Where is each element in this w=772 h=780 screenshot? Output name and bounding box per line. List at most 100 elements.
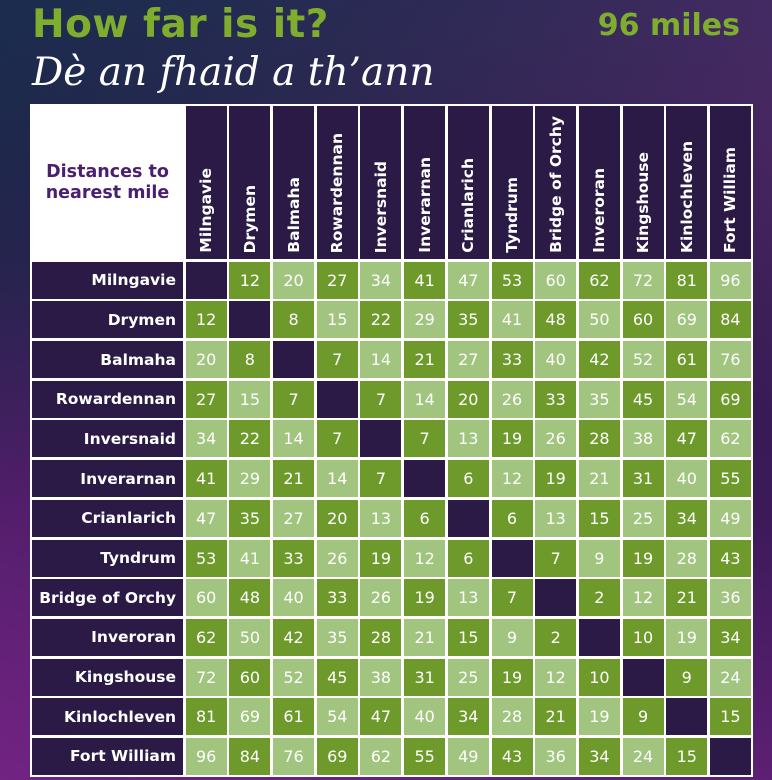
distance-cell: 15 — [578, 499, 620, 537]
distance-cell: 14 — [404, 380, 446, 418]
row-header: Kingshouse — [32, 658, 183, 696]
column-header: Tyndrum — [491, 106, 533, 259]
distance-cell: 96 — [709, 261, 751, 299]
column-header: Drymen — [229, 106, 271, 259]
distance-cell: 14 — [273, 420, 315, 458]
distance-cell: 19 — [491, 420, 533, 458]
distance-cell: 13 — [360, 499, 402, 537]
distance-cell: 41 — [491, 301, 533, 339]
column-header-label: Kinlochleven — [677, 140, 696, 253]
distance-cell: 61 — [666, 341, 708, 379]
diagonal-cell — [709, 737, 751, 775]
distance-cell: 41 — [404, 261, 446, 299]
column-header-label: Bridge of Orchy — [546, 116, 565, 253]
distance-cell: 20 — [316, 499, 358, 537]
distance-cell: 19 — [491, 658, 533, 696]
row-header: Milngavie — [32, 261, 183, 299]
distance-cell: 6 — [447, 539, 489, 577]
column-header: Milngavie — [185, 106, 227, 259]
distance-cell: 33 — [273, 539, 315, 577]
distance-cell: 19 — [404, 579, 446, 617]
distance-cell: 53 — [185, 539, 227, 577]
distance-cell: 40 — [535, 341, 577, 379]
distance-cell: 21 — [404, 341, 446, 379]
distance-cell: 54 — [316, 698, 358, 736]
distance-cell: 60 — [622, 301, 664, 339]
distance-cell: 12 — [622, 579, 664, 617]
distance-cell: 25 — [447, 658, 489, 696]
distance-cell: 49 — [709, 499, 751, 537]
distance-cell: 19 — [622, 539, 664, 577]
distance-cell: 42 — [273, 618, 315, 656]
distance-cell: 34 — [185, 420, 227, 458]
distance-cell: 9 — [622, 698, 664, 736]
distance-cell: 34 — [578, 737, 620, 775]
column-header: Inveroran — [578, 106, 620, 259]
distance-cell: 52 — [273, 658, 315, 696]
distance-cell: 13 — [447, 420, 489, 458]
column-header: Kinlochleven — [666, 106, 708, 259]
distance-cell: 6 — [491, 499, 533, 537]
distance-cell: 69 — [229, 698, 271, 736]
distance-cell: 40 — [273, 579, 315, 617]
distance-cell: 47 — [360, 698, 402, 736]
distance-table: Distances to nearest mile Milngavie Dryme… — [30, 104, 753, 777]
diagonal-cell — [404, 460, 446, 498]
column-header-label: Balmaha — [284, 177, 303, 253]
distance-cell: 29 — [404, 301, 446, 339]
diagonal-cell — [447, 499, 489, 537]
distance-cell: 41 — [185, 460, 227, 498]
distance-cell: 34 — [360, 261, 402, 299]
distance-cell: 13 — [535, 499, 577, 537]
column-header-label: Kingshouse — [634, 151, 653, 253]
distance-cell: 31 — [622, 460, 664, 498]
distance-cell: 2 — [578, 579, 620, 617]
distance-cell: 7 — [360, 460, 402, 498]
diagonal-cell — [535, 579, 577, 617]
diagonal-cell — [229, 301, 271, 339]
distance-cell: 45 — [622, 380, 664, 418]
distance-cell: 12 — [404, 539, 446, 577]
page-subtitle-gaelic: Dè an fhaid a th’ann — [32, 50, 435, 95]
distance-cell: 72 — [185, 658, 227, 696]
distance-cell: 20 — [273, 261, 315, 299]
distance-cell: 96 — [185, 737, 227, 775]
distance-cell: 38 — [622, 420, 664, 458]
distance-cell: 21 — [578, 460, 620, 498]
column-header: Inverarnan — [404, 106, 446, 259]
total-distance: 96 miles — [597, 8, 740, 43]
distance-cell: 15 — [709, 698, 751, 736]
distance-cell: 31 — [404, 658, 446, 696]
distance-cell: 69 — [666, 301, 708, 339]
row-header: Inverarnan — [32, 460, 183, 498]
row-header: Rowardennan — [32, 380, 183, 418]
distance-cell: 14 — [360, 341, 402, 379]
distance-cell: 48 — [229, 579, 271, 617]
row-header: Fort William — [32, 737, 183, 775]
distance-cell: 60 — [535, 261, 577, 299]
row-header: Inveroran — [32, 618, 183, 656]
distance-cell: 62 — [185, 618, 227, 656]
distance-cell: 12 — [535, 658, 577, 696]
diagonal-cell — [185, 261, 227, 299]
distance-cell: 15 — [666, 737, 708, 775]
diagonal-cell — [491, 539, 533, 577]
distance-cell: 7 — [316, 420, 358, 458]
diagonal-cell — [622, 658, 664, 696]
distance-cell: 61 — [273, 698, 315, 736]
distance-cell: 8 — [229, 341, 271, 379]
column-header: Rowardennan — [316, 106, 358, 259]
distance-cell: 35 — [229, 499, 271, 537]
distance-cell: 33 — [535, 380, 577, 418]
distance-cell: 20 — [447, 380, 489, 418]
distance-cell: 55 — [709, 460, 751, 498]
distance-cell: 15 — [447, 618, 489, 656]
distance-cell: 9 — [666, 658, 708, 696]
distance-cell: 60 — [229, 658, 271, 696]
column-header-label: Inverarnan — [415, 157, 434, 253]
distance-cell: 28 — [578, 420, 620, 458]
distance-cell: 76 — [273, 737, 315, 775]
distance-cell: 26 — [316, 539, 358, 577]
distance-cell: 28 — [491, 698, 533, 736]
distance-cell: 7 — [535, 539, 577, 577]
